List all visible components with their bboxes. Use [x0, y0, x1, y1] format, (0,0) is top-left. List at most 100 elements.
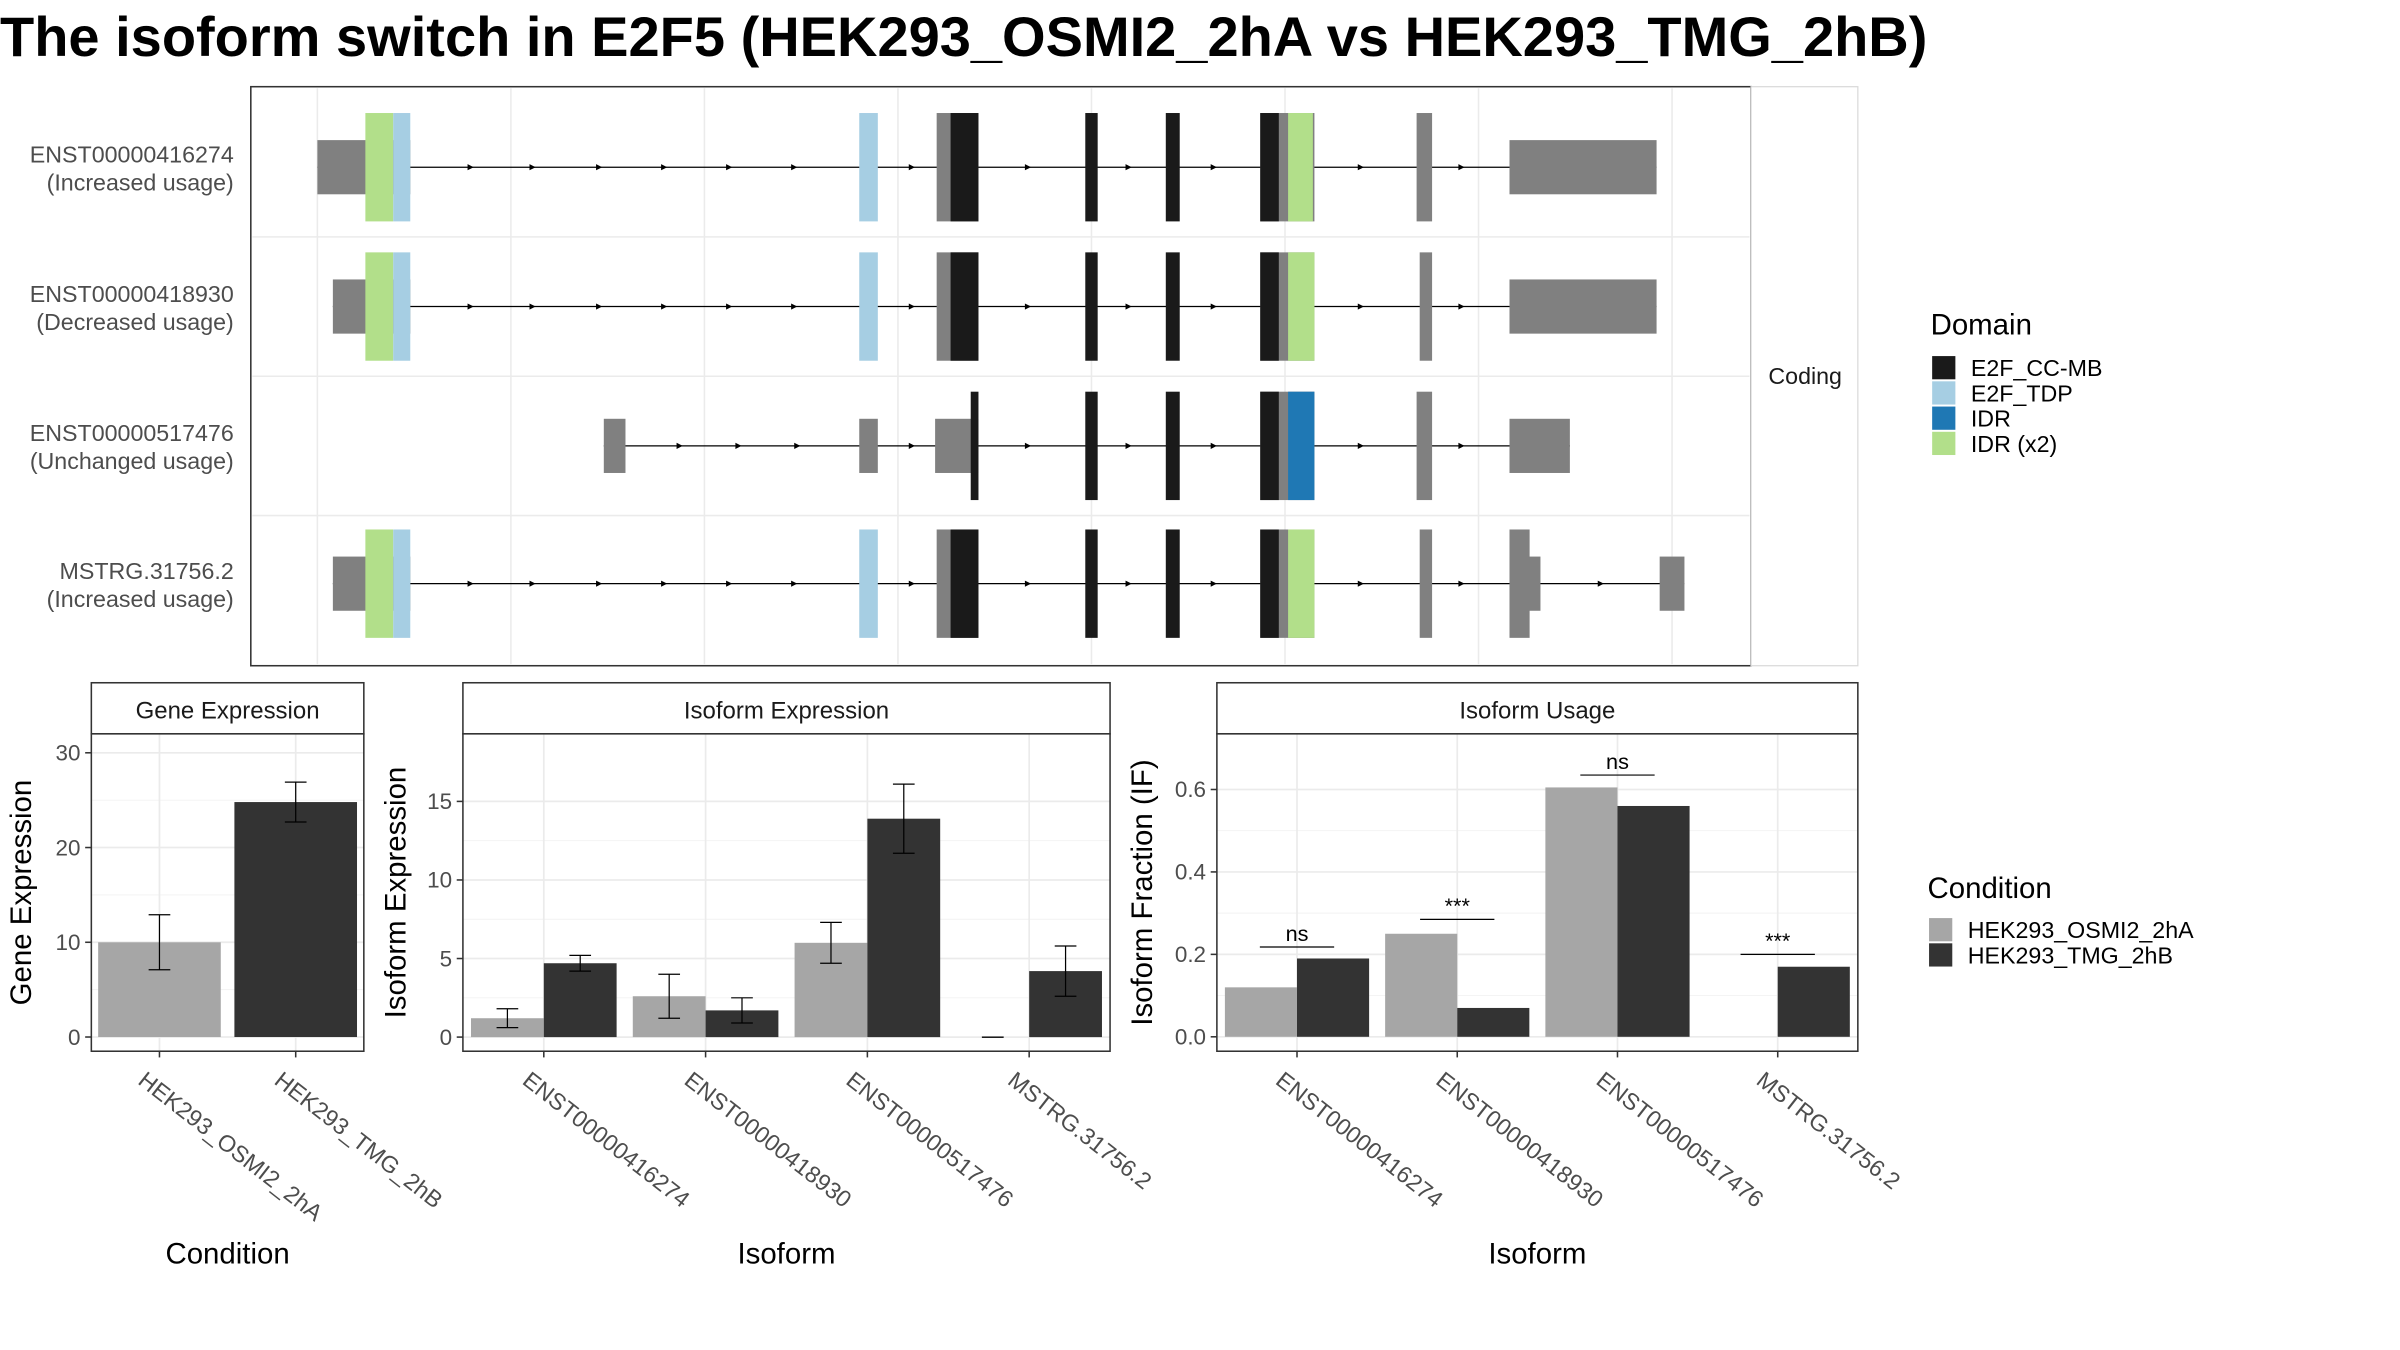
- y-tick-label: 0: [68, 1025, 80, 1050]
- exon: [1165, 529, 1180, 638]
- intron-arrow: [661, 164, 668, 171]
- isoform-labels: ENST00000416274(Increased usage)ENST0000…: [30, 142, 234, 612]
- intron-arrow: [1210, 303, 1217, 310]
- intron-arrow: [1357, 164, 1364, 171]
- y-tick-label: 5: [440, 946, 452, 971]
- intron-arrow: [726, 164, 733, 171]
- x-tick-label: MSTRG.31756.2: [1752, 1066, 1905, 1194]
- domain-segment: [393, 113, 411, 222]
- isoform-usage-panel: Isoform Usage ns *** ns *** 0.0 0.2 0.4 0.6 ENST0…: [1126, 681, 1905, 1270]
- coding-facet-label: Coding: [1768, 363, 1842, 389]
- y-axis-title: Gene Expression: [5, 780, 38, 1006]
- intron-arrow: [467, 164, 474, 171]
- intron-arrow: [1024, 164, 1032, 171]
- exon: [1416, 391, 1433, 501]
- isoform-track: [603, 391, 1570, 501]
- isoform-expression-panel: Isoform Expression051015ENST00000416274E…: [380, 681, 1157, 1270]
- intron-arrow: [596, 164, 603, 171]
- x-tick-label: ENST00000517476: [842, 1066, 1019, 1212]
- isoform-status-label: (Decreased usage): [36, 309, 233, 335]
- bar: [1297, 958, 1370, 1037]
- domain-legend-swatch: [1932, 406, 1956, 430]
- y-tick-label: 0.4: [1175, 860, 1206, 885]
- facet-strip: [462, 681, 1111, 735]
- bar: [1545, 787, 1618, 1037]
- domain-segment: [1260, 391, 1279, 501]
- exon: [1509, 140, 1657, 195]
- bar: [867, 818, 941, 1038]
- facet-strip-label: Isoform Expression: [684, 697, 889, 724]
- x-tick-label: ENST00000416274: [1271, 1066, 1448, 1212]
- domain-segment: [1288, 529, 1315, 638]
- coding-strip-background: [1750, 86, 1859, 667]
- condition-legend-swatch: [1929, 918, 1953, 942]
- y-tick-label: 0.0: [1175, 1025, 1206, 1050]
- y-tick-label: 20: [56, 835, 81, 860]
- x-tick-label: ENST00000418930: [680, 1066, 857, 1212]
- domain-segment: [365, 252, 394, 361]
- exon: [859, 529, 878, 638]
- y-axis-title: Isoform Fraction (IF): [1126, 759, 1159, 1025]
- intron-arrow: [1210, 164, 1217, 171]
- condition-legend-label: HEK293_TMG_2hB: [1968, 942, 2173, 968]
- exon: [1085, 391, 1098, 501]
- intron-arrow: [1458, 164, 1465, 171]
- domain-segment: [950, 529, 979, 638]
- exon: [1165, 113, 1180, 222]
- intron-arrow: [467, 580, 474, 587]
- intron-arrow: [1458, 442, 1465, 449]
- isoform-track: [317, 113, 1657, 222]
- intron-arrow: [596, 580, 603, 587]
- error-bar: [148, 914, 171, 971]
- domain-segment: [1288, 391, 1315, 501]
- isoform-id-label: ENST00000517476: [30, 420, 234, 446]
- error-bar: [892, 783, 915, 854]
- domain-legend-swatch: [1932, 356, 1956, 380]
- x-tick-label: ENST00000418930: [1431, 1066, 1608, 1212]
- domain-legend-swatch: [1932, 381, 1956, 405]
- condition-legend-title: Condition: [1928, 872, 2052, 905]
- domain-segment: [1288, 113, 1313, 222]
- exon: [1165, 391, 1180, 501]
- intron-arrow: [735, 442, 742, 449]
- y-tick-label: 10: [56, 930, 81, 955]
- x-tick-label: ENST00000416274: [518, 1066, 695, 1212]
- significance-label: ***: [1445, 893, 1471, 918]
- exon: [859, 418, 878, 473]
- intron-arrow: [908, 164, 915, 171]
- isoform-tracks: [317, 113, 1685, 638]
- intron-arrow: [791, 580, 798, 587]
- isoform-id-label: ENST00000416274: [30, 142, 234, 168]
- error-bar: [1054, 945, 1077, 997]
- intron-arrow: [676, 442, 683, 449]
- intron-arrow: [726, 303, 733, 310]
- exon: [1085, 252, 1098, 361]
- bar: [1617, 805, 1690, 1037]
- domain-segment: [393, 252, 411, 361]
- intron-arrow: [1210, 442, 1217, 449]
- domain-segment: [393, 529, 411, 638]
- intron-arrow: [791, 164, 798, 171]
- bar: [1224, 987, 1298, 1037]
- isoform-track: [332, 252, 1657, 361]
- exon: [1416, 113, 1433, 222]
- intron-arrow: [908, 442, 915, 449]
- intron-arrow: [529, 303, 536, 310]
- domain-segment: [1260, 252, 1279, 361]
- bar: [234, 802, 358, 1038]
- y-tick-label: 15: [427, 789, 452, 814]
- error-bar: [569, 954, 592, 972]
- isoform-id-label: ENST00000418930: [30, 281, 234, 307]
- x-tick-label: MSTRG.31756.2: [1003, 1066, 1156, 1194]
- domain-segment: [1288, 252, 1315, 361]
- intron-arrow: [529, 580, 536, 587]
- intron-arrow: [1357, 580, 1364, 587]
- intron-arrow: [791, 303, 798, 310]
- significance-label: ns: [1606, 749, 1629, 774]
- intron-arrow: [467, 303, 474, 310]
- domain-legend-label: IDR: [1971, 406, 2011, 432]
- panel-border: [462, 733, 1111, 1053]
- domain-segment: [1260, 113, 1279, 222]
- exon: [1085, 529, 1098, 638]
